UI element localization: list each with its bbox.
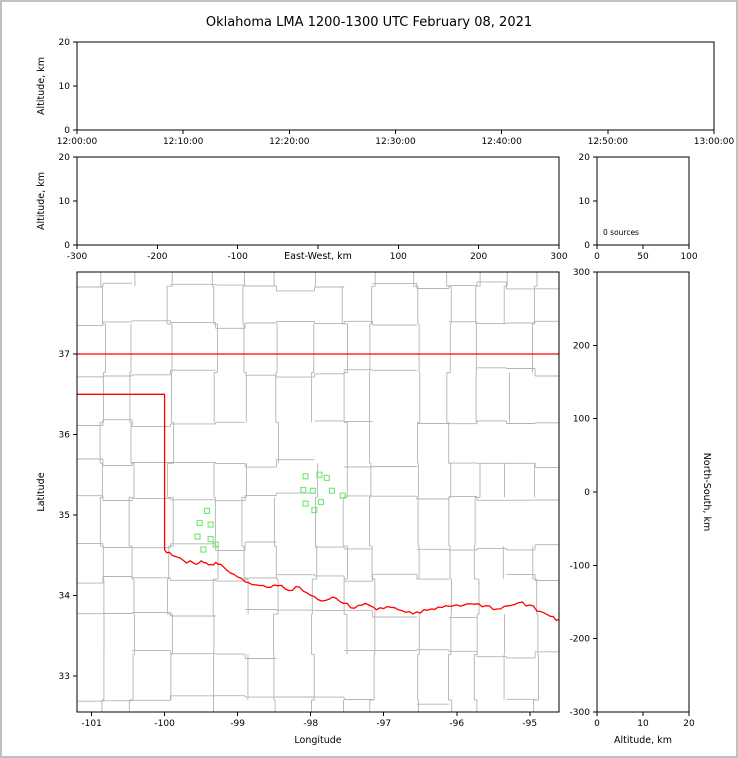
map-panel: -101 -100 -99 -98 -97 -96 -95 33 34 35 36 37 Latitud… <box>36 271 560 746</box>
lma-station-marker <box>317 498 325 506</box>
lma-station-marker <box>309 487 316 494</box>
x-tick-label: 100 <box>680 252 697 262</box>
x-tick-label: 300 <box>550 252 567 262</box>
lma-station-marker <box>212 541 219 548</box>
x-axis-label: East-West, km <box>284 251 352 262</box>
y-tick-label: 0 <box>64 241 70 251</box>
y-tick-label: -100 <box>570 561 591 571</box>
ns-altitude-panel: 0 10 20 -300 -200 -100 0 100 200 300 Altitude, km N… <box>570 268 712 746</box>
x-tick-label: 12:20:00 <box>269 137 310 147</box>
map-content <box>77 272 559 712</box>
y-tick-label: 20 <box>59 153 71 163</box>
axes-frame <box>596 271 690 713</box>
lma-station-marker <box>302 473 309 480</box>
lma-station-marker <box>196 519 203 527</box>
y-tick-label: 10 <box>59 197 71 207</box>
x-tick-label: 50 <box>637 252 649 262</box>
x-tick-label: 12:10:00 <box>163 137 204 147</box>
y-tick-label: 37 <box>59 350 70 360</box>
y-tick-label: 36 <box>59 430 71 440</box>
y-tick-label: 100 <box>573 415 590 425</box>
lma-station-marker <box>203 507 211 515</box>
county-boundaries <box>77 272 559 712</box>
y-tick-label: 0 <box>64 126 70 136</box>
y-tick-label: 0 <box>584 488 590 498</box>
y-tick-label: 34 <box>59 591 71 601</box>
lma-station-marker <box>300 486 307 494</box>
x-axis-label: Longitude <box>294 735 341 746</box>
source-count-annotation: 0 sources <box>603 228 639 237</box>
x-tick-label: -101 <box>81 719 101 729</box>
y-tick-label: 20 <box>579 153 591 163</box>
x-tick-label: -300 <box>67 252 88 262</box>
x-tick-label: 0 <box>594 719 600 729</box>
time-height-panel: 12:00:00 12:10:00 12:20:00 12:30:00 12:40:00… <box>36 38 734 147</box>
lma-station-marker <box>302 500 309 507</box>
x-tick-label: 100 <box>390 252 407 262</box>
axes-frame <box>76 156 560 246</box>
x-tick-label: 12:40:00 <box>481 137 522 147</box>
x-tick-label: 10 <box>637 719 649 729</box>
x-tick-label: 12:50:00 <box>588 137 629 147</box>
x-tick-label: 0 <box>594 252 600 262</box>
ew-altitude-panel: -300 -200 -100 100 200 300 East-West, km 0 10 20 A… <box>36 153 568 262</box>
y-tick-label: 0 <box>584 241 590 251</box>
y-tick-label: 200 <box>573 341 590 351</box>
x-tick-label: -95 <box>522 719 537 729</box>
y-tick-label: 33 <box>59 672 70 682</box>
axes-frame <box>76 271 560 713</box>
axes-frame <box>76 41 715 131</box>
lma-station-marker <box>316 471 323 478</box>
y-axis-label-right: North-South, km <box>701 453 712 531</box>
y-tick-label: 10 <box>59 82 71 92</box>
x-tick-label: -97 <box>376 719 391 729</box>
lma-station-marker <box>207 521 214 528</box>
x-tick-label: -96 <box>449 719 464 729</box>
lma-station-marker <box>207 535 214 543</box>
lma-station-marker <box>311 506 318 514</box>
lma-station-marker <box>200 546 207 553</box>
lma-station-marker <box>194 533 201 540</box>
x-tick-label: 12:00:00 <box>57 137 98 147</box>
x-tick-label: -98 <box>303 719 318 729</box>
x-tick-label: 200 <box>470 252 487 262</box>
x-tick-label: 12:30:00 <box>375 137 416 147</box>
x-tick-label: -99 <box>230 719 245 729</box>
y-tick-label: -300 <box>570 708 591 718</box>
y-axis-label: Altitude, km <box>36 57 47 115</box>
y-tick-label: -200 <box>570 635 591 645</box>
y-axis-label: Latitude <box>36 472 47 511</box>
x-tick-label: -100 <box>154 719 175 729</box>
y-tick-label: 35 <box>59 511 70 521</box>
lma-station-marker <box>339 492 346 499</box>
lma-station-marker <box>328 487 335 494</box>
x-tick-label: 13:00:00 <box>694 137 735 147</box>
y-tick-label: 20 <box>59 38 71 48</box>
y-tick-label: 10 <box>579 197 591 207</box>
oklahoma-state-boundary <box>77 353 559 622</box>
altitude-histogram-panel: 0 50 100 0 10 20 0 sources <box>579 153 698 262</box>
y-axis-label: Altitude, km <box>36 172 47 230</box>
lma-station-marker <box>323 474 330 482</box>
x-tick-label: 20 <box>683 719 695 729</box>
x-axis-label: Altitude, km <box>614 735 672 746</box>
figure-title: Oklahoma LMA 1200-1300 UTC February 08, … <box>205 15 533 30</box>
y-tick-label: 300 <box>573 268 590 278</box>
x-tick-label: -200 <box>147 252 168 262</box>
x-tick-label: -100 <box>227 252 248 262</box>
